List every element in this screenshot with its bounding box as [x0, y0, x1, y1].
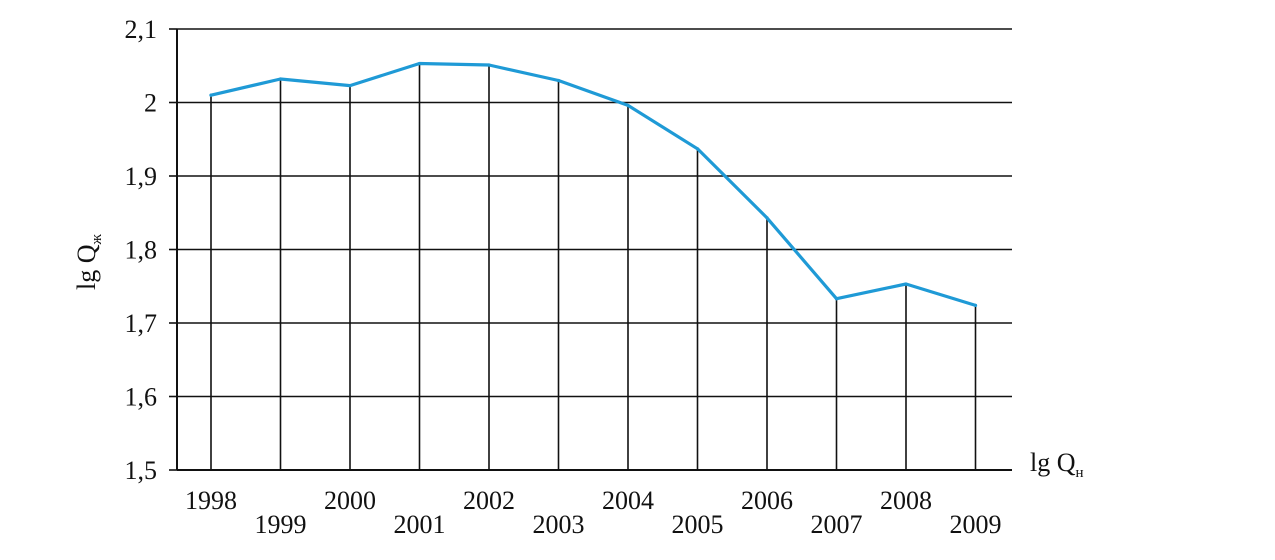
- y-axis-label-sub: ж: [89, 233, 105, 245]
- y-tick-label: 1,6: [125, 383, 158, 412]
- data-point: [904, 282, 908, 286]
- data-point: [417, 61, 422, 66]
- y-axis-label-main: lg Q: [72, 244, 101, 290]
- y-axis-label: lg Qж: [72, 233, 105, 290]
- x-tick-label: 2009: [950, 510, 1002, 539]
- series-layer: [209, 61, 978, 307]
- x-tick-label: 2001: [394, 510, 446, 539]
- grid-layer: [169, 28, 1012, 471]
- y-tick-label: 1,9: [125, 162, 158, 191]
- x-tick-label: 2000: [324, 486, 376, 515]
- x-axis-label-sub: н: [1076, 465, 1084, 481]
- x-tick-label: 2004: [602, 486, 654, 515]
- data-point: [765, 216, 769, 220]
- x-tick-labels: 1998 1999 2000 2001 2002 2003 2004 2005 2006 2007…: [185, 486, 1002, 539]
- data-point: [278, 77, 283, 81]
- x-tick-label: 2006: [741, 486, 793, 515]
- y-tick-label: 2: [144, 89, 157, 118]
- y-tick-label: 1,8: [125, 236, 158, 265]
- x-tick-label: 1999: [255, 510, 307, 539]
- x-tick-label: 2008: [880, 486, 932, 515]
- x-tick-label: 2002: [463, 486, 515, 515]
- data-point: [973, 303, 978, 307]
- data-point: [209, 93, 213, 97]
- data-point: [556, 78, 561, 83]
- y-tick-labels: 1,5 1,6 1,7 1,8 1,9 2 2,1: [125, 15, 158, 485]
- data-point: [626, 103, 630, 108]
- data-point: [487, 63, 491, 67]
- x-axis-label: lg Qн: [1030, 448, 1084, 481]
- data-point: [695, 147, 700, 151]
- data-point: [348, 83, 352, 88]
- drop-lines: [210, 63, 977, 470]
- axes: [176, 29, 1012, 471]
- x-tick-label: 2007: [811, 510, 863, 539]
- data-point: [834, 297, 839, 301]
- series-line: [209, 61, 978, 307]
- x-tick-label: 2005: [672, 510, 724, 539]
- x-tick-label: 1998: [185, 486, 237, 515]
- x-tick-label: 2003: [533, 510, 585, 539]
- y-tick-label: 1,5: [125, 456, 158, 485]
- y-tick-label: 2,1: [125, 15, 158, 44]
- y-tick-label: 1,7: [125, 309, 158, 338]
- x-axis-label-main: lg Q: [1030, 448, 1076, 477]
